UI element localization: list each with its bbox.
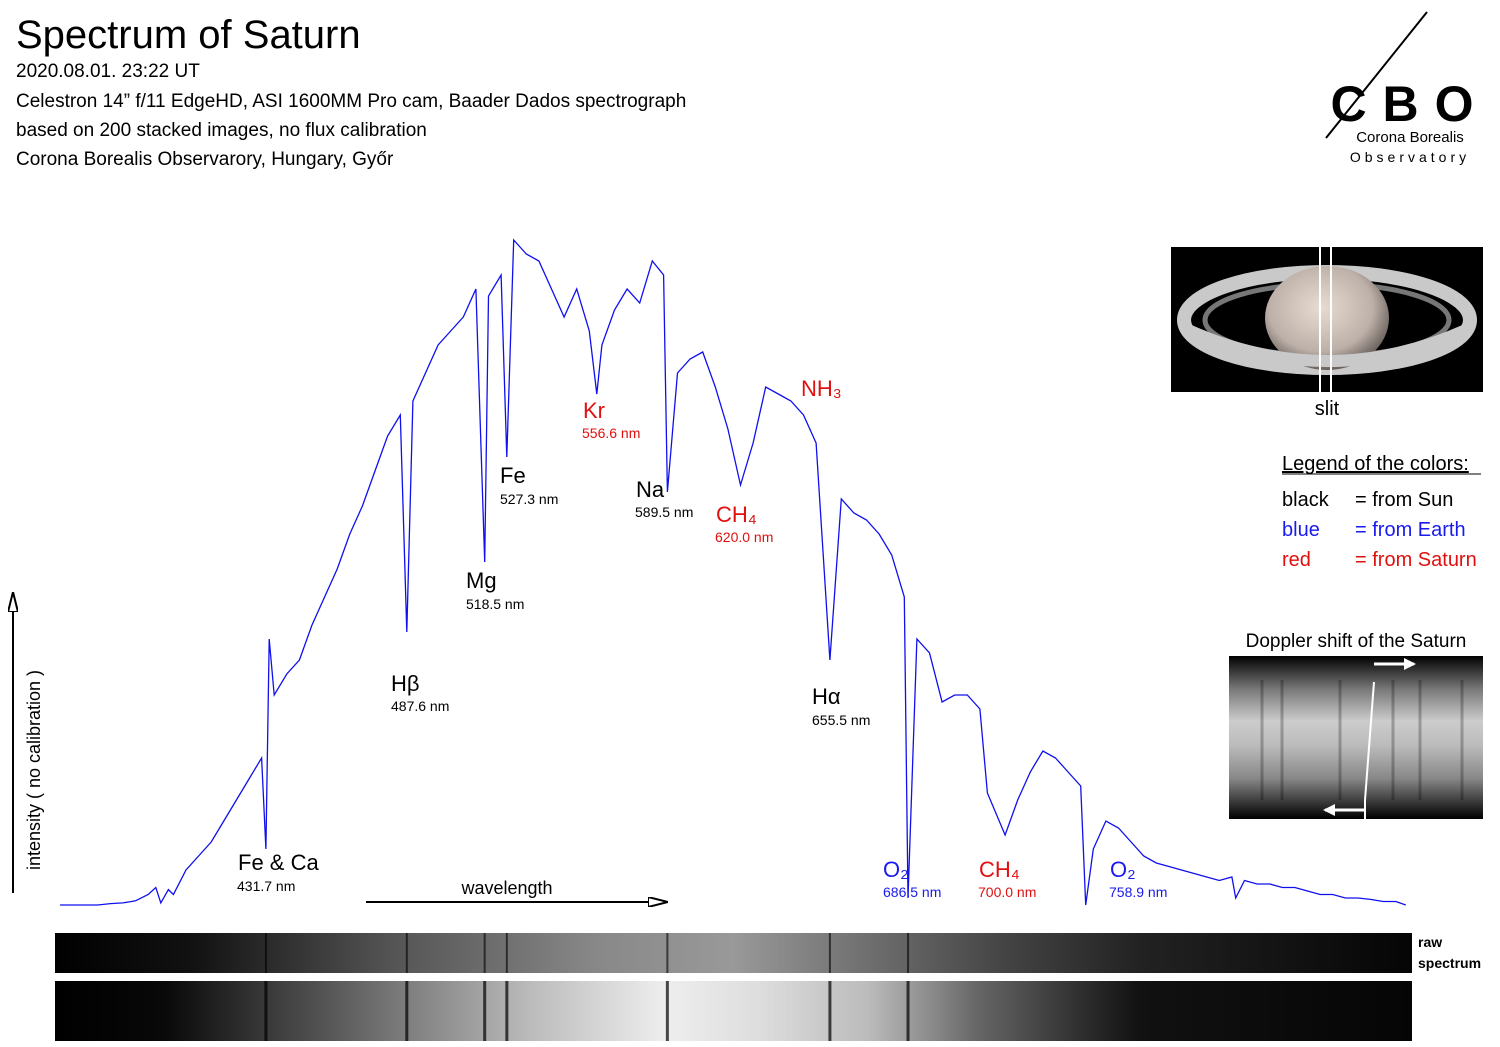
doppler-slope: [1364, 681, 1375, 801]
logo-name: Corona Borealis: [1356, 129, 1464, 146]
doppler-lines: [1260, 680, 1464, 800]
line-name: O₂: [883, 857, 909, 882]
legend-key: black: [1282, 489, 1330, 511]
line-name: Na: [636, 477, 665, 502]
processed-spectrum-strip: [55, 981, 1412, 1041]
line-name: NH₃: [801, 376, 842, 401]
legend-text: = from Saturn: [1355, 549, 1477, 571]
y-axis-label: intensity ( no calibration ): [24, 670, 44, 870]
legend-text: = from Sun: [1355, 489, 1453, 511]
line-name: Fe: [500, 463, 526, 488]
doppler-arrowhead: [1404, 658, 1416, 670]
line-wavelength: 589.5 nm: [635, 504, 693, 520]
legend-title: Legend of the colors:: [1282, 453, 1469, 475]
line-wavelength: 431.7 nm: [237, 878, 295, 894]
saturn-planet: [1265, 266, 1389, 370]
saturn-inset: slit: [1171, 247, 1483, 420]
line-wavelength: 556.6 nm: [582, 425, 640, 441]
line-wavelength: 487.6 nm: [391, 698, 449, 714]
doppler-title: Doppler shift of the Saturn: [1246, 631, 1467, 652]
logo-mark: CBO: [1330, 76, 1489, 132]
line-wavelength: 527.3 nm: [500, 491, 558, 507]
title: Spectrum of Saturn: [16, 13, 361, 57]
spectrum-strips: raw spectrum: [55, 933, 1481, 1041]
saturn-ring: [1185, 324, 1469, 367]
line-wavelength: 686.5 nm: [883, 884, 941, 900]
line-wavelength: 655.5 nm: [812, 712, 870, 728]
line-wavelength: 620.0 nm: [715, 529, 773, 545]
line-name: Hβ: [391, 671, 420, 696]
subtitle-line: Corona Borealis Observarory, Hungary, Gy…: [16, 149, 394, 170]
legend-key: red: [1282, 549, 1311, 571]
legend-key: blue: [1282, 519, 1320, 541]
subtitle-line: Celestron 14” f/11 EdgeHD, ASI 1600MM Pr…: [16, 91, 686, 112]
subtitle-line: based on 200 stacked images, no flux cal…: [16, 120, 427, 141]
strip-lines: [264, 933, 910, 1041]
slit-label: slit: [1315, 398, 1340, 420]
legend-text: = from Earth: [1355, 519, 1466, 541]
line-name: Hα: [812, 684, 841, 709]
x-axis-label: wavelength: [460, 878, 552, 898]
line-name: Fe & Ca: [238, 850, 319, 875]
plot-area: Fe & Ca 431.7 nm Hβ 487.6 nm Mg 518.5 nm Fe 527…: [60, 238, 1407, 906]
doppler-inset: Doppler shift of the Saturn: [1229, 631, 1483, 819]
line-name: CH₄: [979, 857, 1020, 882]
subtitle-line: 2020.08.01. 23:22 UT: [16, 61, 200, 82]
raw-spectrum-strip: [55, 933, 1412, 973]
line-name: Kr: [583, 398, 605, 423]
doppler-arrowhead: [1323, 804, 1335, 816]
line-name: O₂: [1110, 857, 1136, 882]
line-name: CH₄: [716, 502, 757, 527]
raw-label: spectrum: [1418, 955, 1481, 971]
line-name: Mg: [466, 568, 497, 593]
line-wavelength: 700.0 nm: [978, 884, 1036, 900]
logo: CBO Corona Borealis Observatory: [1325, 11, 1489, 165]
logo-stroke: [1325, 11, 1428, 139]
logo-subtitle: Observatory: [1350, 149, 1470, 165]
legend: Legend of the colors: black = from Sun blu…: [1282, 453, 1481, 571]
doppler-image: [1229, 656, 1483, 819]
spectrum-line: [60, 238, 1407, 906]
line-wavelength: 758.9 nm: [1109, 884, 1167, 900]
raw-label: raw: [1418, 934, 1442, 950]
line-wavelength: 518.5 nm: [466, 596, 524, 612]
